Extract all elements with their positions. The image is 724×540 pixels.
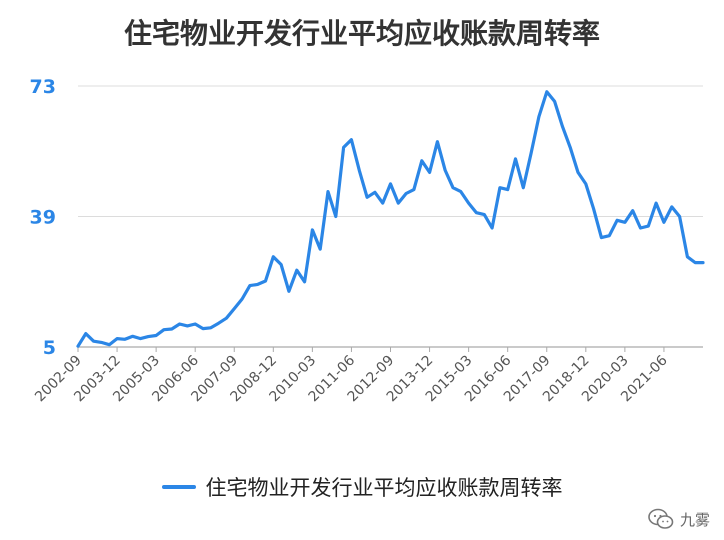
data-point xyxy=(646,224,650,228)
data-point xyxy=(553,99,557,103)
data-point xyxy=(178,322,182,326)
data-point xyxy=(560,124,564,128)
data-point xyxy=(428,170,432,174)
data-point xyxy=(529,151,533,155)
data-point xyxy=(435,140,439,144)
data-point xyxy=(279,262,283,266)
data-point xyxy=(420,159,424,163)
gridlines xyxy=(78,85,703,217)
data-point xyxy=(389,182,393,186)
data-point xyxy=(342,145,346,149)
data-point xyxy=(506,188,510,192)
legend-swatch xyxy=(161,485,196,489)
data-point xyxy=(295,268,299,272)
data-point xyxy=(84,332,88,336)
data-point xyxy=(310,228,314,232)
data-point xyxy=(287,289,291,293)
data-point xyxy=(92,339,96,343)
y-tick-label: 73 xyxy=(30,76,56,98)
data-point xyxy=(693,261,697,265)
data-point xyxy=(545,90,549,94)
data-point xyxy=(365,195,369,199)
watermark: 九雾 xyxy=(648,508,710,530)
data-point xyxy=(146,335,150,339)
data-point xyxy=(217,321,221,325)
data-point xyxy=(396,201,400,205)
data-point xyxy=(623,220,627,224)
data-point xyxy=(224,316,228,320)
data-point xyxy=(654,201,658,205)
data-point xyxy=(334,215,338,219)
data-point xyxy=(115,337,119,341)
data-point xyxy=(537,115,541,119)
data-point xyxy=(99,340,103,344)
data-point xyxy=(193,322,197,326)
data-point xyxy=(271,255,275,259)
data-point xyxy=(76,344,80,348)
data-point xyxy=(412,188,416,192)
data-point xyxy=(498,186,502,190)
data-point xyxy=(201,327,205,331)
data-point xyxy=(599,236,603,240)
legend-label: 住宅物业开发行业平均应收账款周转率 xyxy=(205,476,563,500)
data-point xyxy=(154,333,158,337)
data-point xyxy=(568,145,572,149)
data-point xyxy=(459,190,463,194)
data-point xyxy=(318,247,322,251)
data-point xyxy=(639,226,643,230)
data-point xyxy=(107,343,111,347)
data-point xyxy=(373,190,377,194)
data-point xyxy=(521,186,525,190)
data-point xyxy=(248,284,252,288)
watermark-text: 九雾 xyxy=(679,510,710,529)
data-point xyxy=(303,280,307,284)
data-point xyxy=(678,215,682,219)
data-point xyxy=(264,279,268,283)
data-point xyxy=(443,168,447,172)
data-point xyxy=(631,209,635,213)
wechat-icon xyxy=(648,508,674,529)
data-point xyxy=(615,218,619,222)
data-point xyxy=(514,157,518,161)
x-axis-ticks: 2002-092003-122005-032006-062007-092008-… xyxy=(32,347,671,405)
data-point xyxy=(701,261,705,265)
data-point xyxy=(584,182,588,186)
data-point xyxy=(490,226,494,230)
y-tick-label: 5 xyxy=(43,337,56,359)
data-point xyxy=(474,211,478,215)
data-point xyxy=(162,328,166,332)
data-point xyxy=(139,337,143,341)
data-point xyxy=(256,282,260,286)
data-point xyxy=(232,307,236,311)
data-point xyxy=(670,205,674,209)
data-point xyxy=(404,191,408,195)
data-point xyxy=(349,138,353,142)
data-point xyxy=(326,190,330,194)
data-point xyxy=(240,297,244,301)
data-point xyxy=(357,168,361,172)
data-point xyxy=(685,255,689,259)
data-point xyxy=(607,234,611,238)
data-point xyxy=(592,207,596,211)
chart-title: 住宅物业开发行业平均应收账款周转率 xyxy=(123,17,600,50)
data-point xyxy=(451,186,455,190)
data-point xyxy=(131,334,135,338)
data-point xyxy=(170,327,174,331)
data-point xyxy=(185,324,189,328)
y-tick-label: 39 xyxy=(30,207,56,229)
y-axis-ticks: 5 39 73 xyxy=(30,76,56,359)
data-point xyxy=(576,170,580,174)
data-point xyxy=(662,220,666,224)
data-point xyxy=(482,213,486,217)
data-point xyxy=(209,326,213,330)
series-line xyxy=(76,90,705,348)
legend[interactable]: 住宅物业开发行业平均应收账款周转率 xyxy=(0,472,724,502)
data-point xyxy=(381,201,385,205)
data-point xyxy=(467,201,471,205)
data-point xyxy=(123,337,127,341)
series-layer xyxy=(76,90,705,348)
